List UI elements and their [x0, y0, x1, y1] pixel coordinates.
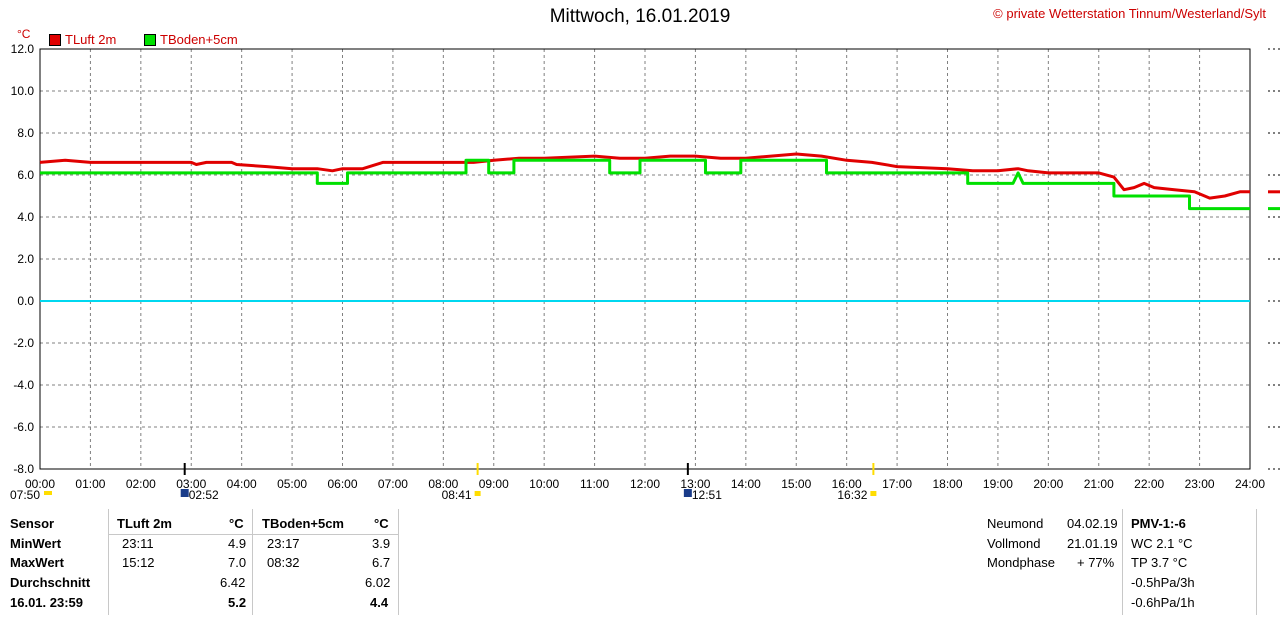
x-tick-label: 07:00	[378, 477, 408, 491]
x-tick-label: 00:00	[25, 477, 55, 491]
moon-icon	[683, 489, 692, 497]
stats-cell: 6.7	[372, 555, 391, 570]
plot-frame	[39, 48, 1251, 470]
moon-label: Vollmond	[987, 536, 1041, 551]
event-label: 08:41	[442, 488, 472, 502]
pmv-line: WC 2.1 °C	[1131, 536, 1193, 551]
moon-label: Mondphase	[987, 555, 1055, 570]
moon-value: 04.02.19	[1067, 516, 1118, 531]
x-tick-label: 20:00	[1033, 477, 1063, 491]
stats-row-label: 16.01. 23:59	[10, 595, 84, 610]
y-tick-label: 10.0	[11, 84, 35, 98]
x-tick-label: 21:00	[1084, 477, 1114, 491]
x-tick-label: 11:00	[580, 477, 609, 491]
y-tick-label: 6.0	[17, 168, 34, 182]
pmv-title: PMV-1:-6	[1131, 516, 1186, 531]
x-tick-label: 03:00	[176, 477, 206, 491]
stats-header-sensor: Sensor	[10, 516, 55, 531]
legend-swatch-red	[49, 33, 61, 46]
x-tick-label: 23:00	[1185, 477, 1215, 491]
y-tick-label: -2.0	[13, 336, 34, 350]
moon-value: + 77%	[1077, 555, 1115, 570]
event-label: 16:32	[837, 488, 867, 502]
stats-cell: 5.2	[228, 595, 247, 610]
y-tick-label: 2.0	[17, 252, 34, 266]
series-line-tluft	[39, 152, 1250, 200]
x-tick-label: 12:00	[630, 477, 660, 491]
legend-item-tluft: TLuft 2m	[49, 32, 116, 47]
y-tick-label: 12.0	[11, 42, 35, 56]
temperature-chart: 12.010.08.06.04.02.00.0-2.0-4.0-6.0-8.00…	[10, 42, 1280, 502]
pmv-line: TP 3.7 °C	[1131, 555, 1188, 570]
event-label: 02:52	[189, 488, 219, 502]
x-tick-label: 02:00	[126, 477, 156, 491]
sun-icon	[474, 491, 481, 496]
y-tick-label: -6.0	[13, 420, 34, 434]
series-line-tboden	[40, 158, 1250, 211]
pmv-line: -0.6hPa/1h	[1131, 595, 1195, 610]
stats-cell: 4.9	[228, 536, 247, 551]
x-tick-label: 22:00	[1134, 477, 1164, 491]
stats-cell: 6.02	[365, 575, 391, 590]
stats-cell: 3.9	[372, 536, 391, 551]
chart-title: Mittwoch, 16.01.2019	[549, 6, 731, 27]
stats-cell: 7.0	[228, 555, 247, 570]
sun-icon	[870, 491, 877, 496]
stats-cell: 6.42	[220, 575, 246, 590]
x-tick-label: 15:00	[781, 477, 811, 491]
y-tick-label: 4.0	[17, 210, 34, 224]
statistics-table: Sensor TLuft 2m °C TBoden+5cm °C MinWert…	[0, 509, 1280, 621]
stats-row-label: MinWert	[10, 536, 62, 551]
stats-cell: 23:11	[122, 536, 154, 551]
y-tick-label: 8.0	[17, 126, 34, 140]
x-tick-label: 10:00	[529, 477, 559, 491]
y-tick-label: 0.0	[17, 294, 34, 308]
y-tick-label: -4.0	[13, 378, 34, 392]
stats-cell: 23:17	[267, 536, 300, 551]
legend-label-tboden: TBoden+5cm	[160, 32, 238, 47]
x-tick-label: 18:00	[932, 477, 962, 491]
copyright-label: © private Wetterstation Tinnum/Westerlan…	[993, 6, 1266, 21]
x-tick-label: 05:00	[277, 477, 307, 491]
moon-value: 21.01.19	[1067, 536, 1118, 551]
x-tick-label: 08:00	[428, 477, 458, 491]
stats-header-tboden-unit: °C	[374, 516, 389, 531]
stats-header-tluft-unit: °C	[229, 516, 244, 531]
legend-swatch-green	[144, 33, 156, 46]
event-label: 12:51	[692, 488, 722, 502]
stats-cell: 4.4	[370, 595, 389, 610]
stats-row-label: Durchschnitt	[10, 575, 91, 590]
sunrise-icon	[44, 491, 52, 495]
x-tick-label: 24:00	[1235, 477, 1265, 491]
stats-header-tluft: TLuft 2m	[117, 516, 172, 531]
legend-label-tluft: TLuft 2m	[65, 32, 117, 47]
stats-header-tboden: TBoden+5cm	[262, 516, 344, 531]
x-tick-label: 13:00	[680, 477, 710, 491]
x-tick-label: 09:00	[479, 477, 509, 491]
x-tick-label: 01:00	[75, 477, 105, 491]
pmv-line: -0.5hPa/3h	[1131, 575, 1195, 590]
legend-item-tboden: TBoden+5cm	[144, 32, 238, 47]
event-label-sunrise: 07:50	[10, 488, 40, 502]
x-tick-label: 19:00	[983, 477, 1013, 491]
x-tick-label: 06:00	[327, 477, 357, 491]
x-tick-label: 17:00	[882, 477, 912, 491]
x-tick-label: 16:00	[832, 477, 862, 491]
moon-label: Neumond	[987, 516, 1044, 531]
y-tick-label: -8.0	[13, 462, 34, 476]
stats-cell: 15:12	[122, 555, 155, 570]
y-axis-unit: °C	[17, 27, 31, 41]
stats-cell: 08:32	[267, 555, 300, 570]
moon-icon	[180, 489, 189, 497]
x-tick-label: 14:00	[731, 477, 761, 491]
x-tick-label: 04:00	[227, 477, 257, 491]
stats-row-label: MaxWert	[10, 555, 64, 570]
